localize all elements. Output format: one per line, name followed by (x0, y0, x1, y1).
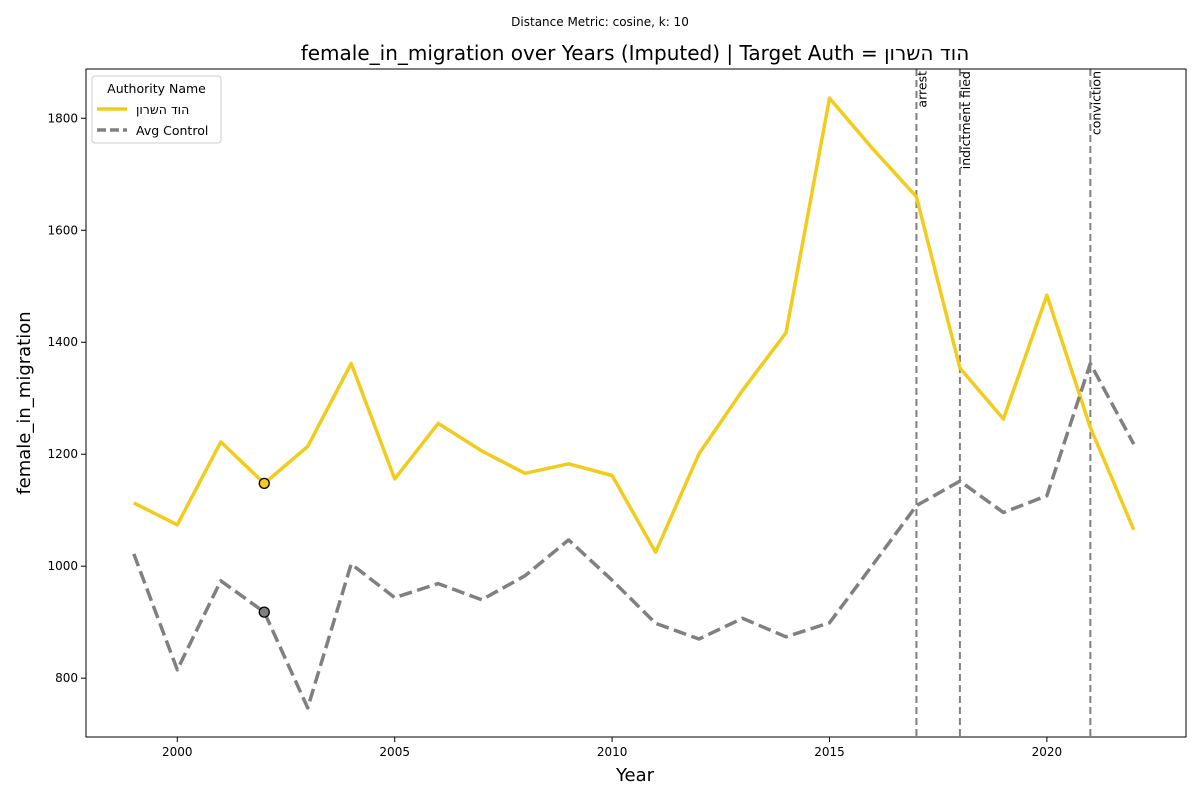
y-tick-label-3: 1400 (47, 335, 78, 349)
event-label-2: conviction (1088, 71, 1103, 135)
y-tick-label-4: 1600 (47, 223, 78, 237)
imputed-point-0 (258, 477, 270, 490)
legend-frame (91, 75, 222, 144)
x-axis-label: Year (615, 765, 655, 786)
y-tick-label-1: 1000 (47, 559, 78, 573)
x-tick-label-3: 2015 (814, 745, 845, 759)
y-tick-label-5: 1800 (47, 111, 78, 125)
chart-title: female_in_migration over Years (Imputed)… (301, 41, 970, 65)
x-tick-label-2: 2010 (597, 745, 628, 759)
legend-title: Authority Name (107, 81, 206, 96)
event-label-0: arrest (914, 71, 929, 108)
plot-area (86, 69, 1186, 737)
x-axis-ticks: 2000 2005 2010 2015 2020 (162, 737, 1062, 759)
y-tick-label-0: 800 (55, 671, 78, 685)
x-tick-label-0: 2000 (162, 745, 193, 759)
legend-label-target: הוד השרון (136, 102, 189, 117)
y-axis-label: female_in_migration (14, 311, 35, 494)
series-line-1 (132, 361, 1136, 710)
y-axis-ticks: 800 1000 1200 1400 1600 1800 (47, 111, 86, 685)
imputed-markers (258, 477, 270, 618)
event-label-1: indictment filed (958, 71, 973, 169)
series-lines (132, 96, 1136, 710)
event-markers: arrest indictment filed conviction (914, 69, 1103, 737)
x-tick-label-4: 2020 (1032, 745, 1063, 759)
suptitle: Distance Metric: cosine, k: 10 (511, 15, 689, 29)
legend: Authority Name הוד השרון Avg Control (91, 75, 222, 144)
legend-label-control: Avg Control (136, 123, 208, 138)
plot-frame (85, 68, 1187, 738)
imputed-point-1 (258, 606, 270, 618)
x-tick-label-1: 2005 (379, 745, 410, 759)
series-line-0 (133, 96, 1136, 554)
y-tick-label-2: 1200 (47, 447, 78, 461)
